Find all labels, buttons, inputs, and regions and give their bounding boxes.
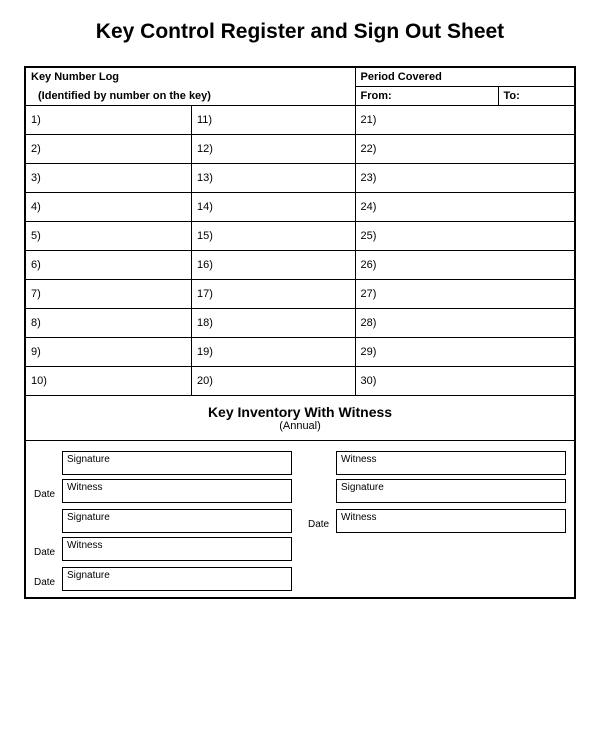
register-table: Key Number Log Period Covered (Identifie… bbox=[24, 66, 576, 599]
key-cell[interactable]: 20) bbox=[191, 367, 355, 396]
key-cell[interactable]: 23) bbox=[355, 164, 575, 193]
key-log-sub-label: (Identified by number on the key) bbox=[38, 90, 211, 102]
key-cell[interactable]: 28) bbox=[355, 309, 575, 338]
key-cell[interactable]: 18) bbox=[191, 309, 355, 338]
key-cell[interactable]: 9) bbox=[25, 338, 191, 367]
date-label-empty bbox=[308, 472, 336, 475]
key-cell[interactable]: 12) bbox=[191, 135, 355, 164]
date-label: Date bbox=[34, 547, 62, 561]
key-cell[interactable]: 14) bbox=[191, 193, 355, 222]
signature-area: Signature Date Witness Signature Date Wi… bbox=[25, 441, 575, 599]
key-cell[interactable]: 17) bbox=[191, 280, 355, 309]
key-cell[interactable]: 10) bbox=[25, 367, 191, 396]
date-label-empty bbox=[34, 530, 62, 533]
date-label-empty bbox=[34, 472, 62, 475]
key-cell[interactable]: 6) bbox=[25, 251, 191, 280]
key-cell[interactable]: 13) bbox=[191, 164, 355, 193]
key-cell[interactable]: 2) bbox=[25, 135, 191, 164]
date-label: Date bbox=[34, 577, 62, 591]
signature-field[interactable]: Signature bbox=[62, 509, 292, 533]
key-cell[interactable]: 3) bbox=[25, 164, 191, 193]
key-cell[interactable]: 24) bbox=[355, 193, 575, 222]
witness-field[interactable]: Witness bbox=[62, 537, 292, 561]
key-cell[interactable]: 5) bbox=[25, 222, 191, 251]
key-cell[interactable]: 29) bbox=[355, 338, 575, 367]
signature-field[interactable]: Signature bbox=[62, 451, 292, 475]
signature-column-right: Witness Signature Date Witness bbox=[308, 451, 566, 595]
key-cell[interactable]: 8) bbox=[25, 309, 191, 338]
witness-field[interactable]: Witness bbox=[336, 509, 566, 533]
witness-field[interactable]: Witness bbox=[62, 479, 292, 503]
witness-field[interactable]: Witness bbox=[336, 451, 566, 475]
key-cell[interactable]: 1) bbox=[25, 106, 191, 135]
key-cell[interactable]: 19) bbox=[191, 338, 355, 367]
key-log-label: Key Number Log bbox=[31, 71, 119, 83]
inventory-section-header: Key Inventory With Witness (Annual) bbox=[25, 396, 575, 441]
key-log-header: Key Number Log bbox=[25, 67, 355, 87]
key-cell[interactable]: 27) bbox=[355, 280, 575, 309]
key-cell[interactable]: 26) bbox=[355, 251, 575, 280]
page-title: Key Control Register and Sign Out Sheet bbox=[24, 20, 576, 44]
key-cell[interactable]: 16) bbox=[191, 251, 355, 280]
key-cell[interactable]: 11) bbox=[191, 106, 355, 135]
key-cell[interactable]: 25) bbox=[355, 222, 575, 251]
date-label: Date bbox=[34, 489, 62, 503]
inventory-title: Key Inventory With Witness bbox=[26, 404, 574, 420]
period-from-cell[interactable]: From: bbox=[355, 87, 498, 106]
key-cell[interactable]: 7) bbox=[25, 280, 191, 309]
period-covered-header: Period Covered bbox=[355, 67, 575, 87]
key-cell[interactable]: 22) bbox=[355, 135, 575, 164]
inventory-subtitle: (Annual) bbox=[26, 420, 574, 432]
key-cell[interactable]: 21) bbox=[355, 106, 575, 135]
key-cell[interactable]: 4) bbox=[25, 193, 191, 222]
signature-column-left: Signature Date Witness Signature Date Wi… bbox=[34, 451, 292, 595]
key-log-sub: (Identified by number on the key) bbox=[25, 87, 355, 106]
from-label: From: bbox=[361, 90, 392, 102]
key-cell[interactable]: 15) bbox=[191, 222, 355, 251]
to-label: To: bbox=[504, 90, 520, 102]
signature-field[interactable]: Signature bbox=[62, 567, 292, 591]
period-to-cell[interactable]: To: bbox=[498, 87, 575, 106]
signature-field[interactable]: Signature bbox=[336, 479, 566, 503]
period-label: Period Covered bbox=[361, 71, 442, 83]
key-cell[interactable]: 30) bbox=[355, 367, 575, 396]
date-label-empty bbox=[308, 500, 336, 503]
date-label: Date bbox=[308, 519, 336, 533]
